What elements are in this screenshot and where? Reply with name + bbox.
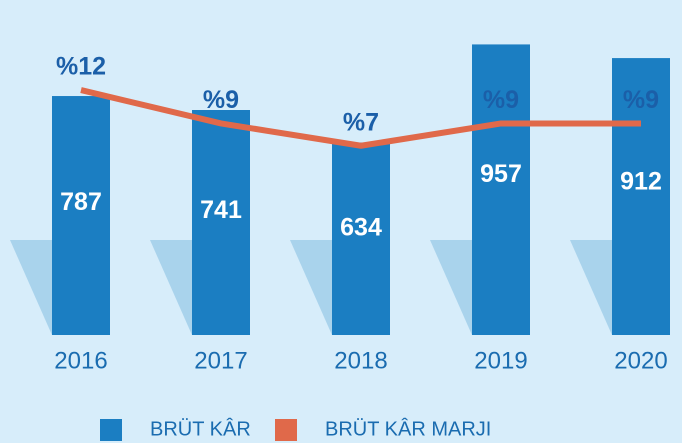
- line-value-label: %9: [203, 86, 239, 114]
- bar-shadow: [570, 240, 612, 335]
- bar: [192, 110, 250, 335]
- legend-swatch: [100, 419, 122, 441]
- bar: [332, 142, 390, 335]
- bar: [612, 58, 670, 335]
- x-tick-label: 2018: [334, 347, 387, 374]
- margin-line: [80, 87, 641, 149]
- bar-value-label: 741: [200, 196, 242, 224]
- bar: [52, 96, 110, 336]
- x-tick-label: 2020: [614, 347, 667, 374]
- line-value-label: %9: [483, 86, 519, 114]
- x-tick-label: 2016: [54, 347, 107, 374]
- legend-label: BRÜT KÂR: [150, 417, 251, 440]
- line-value-label: %7: [343, 108, 379, 136]
- legend-label: BRÜT KÂR MARJI: [325, 417, 491, 440]
- bar-shadow: [10, 240, 52, 335]
- bar-value-label: 634: [340, 214, 382, 242]
- bar-value-label: 787: [60, 188, 102, 216]
- line-value-label: %9: [623, 86, 659, 114]
- bar: [472, 44, 530, 336]
- bar-shadow: [150, 240, 192, 335]
- bar-shadow: [430, 240, 472, 335]
- bar-value-label: 912: [620, 167, 662, 195]
- bar-value-label: 957: [480, 160, 522, 188]
- line-value-label: %12: [56, 53, 106, 81]
- x-tick-label: 2019: [474, 347, 527, 374]
- bar-shadow: [290, 240, 332, 335]
- legend-swatch: [275, 419, 297, 441]
- x-tick-label: 2017: [194, 347, 247, 374]
